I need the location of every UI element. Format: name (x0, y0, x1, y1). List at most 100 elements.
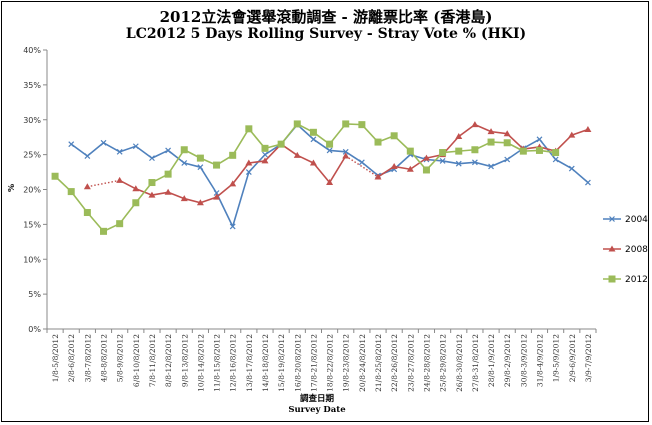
chart-axes (46, 50, 596, 330)
series-line-segment (345, 151, 363, 163)
y-tick-label: 35% (23, 81, 41, 90)
x-tick-label: 3/9-7/9/2012 (584, 334, 593, 383)
x-axis-label-en: Survey Date (288, 405, 346, 415)
data-point (245, 169, 252, 175)
data-point (487, 128, 495, 135)
marker-stroke (439, 157, 446, 164)
x-tick-label: 21/8-25/8/2012 (374, 334, 383, 392)
legend-item-2008: 2008 (603, 245, 648, 255)
x-tick-label: 19/8-23/8/2012 (342, 334, 351, 392)
marker-stroke (310, 136, 317, 143)
data-point (488, 163, 494, 170)
x-tick-label: 24/8-28/8/2012 (422, 334, 431, 392)
series-line-segment (248, 160, 266, 164)
data-point (116, 220, 124, 228)
data-point (229, 223, 236, 230)
data-point (196, 199, 204, 206)
data-point (229, 151, 237, 159)
series-line-segment (555, 158, 573, 170)
x-tick-label: 4/8-8/8/2012 (100, 334, 109, 383)
legend-label: 2012 (625, 275, 648, 285)
marker-stroke (568, 165, 575, 172)
series-line-segment (490, 130, 508, 135)
y-tick-label: 15% (23, 220, 41, 229)
legend-item-2012: 2012 (603, 275, 648, 285)
x-axis-ticks: 1/8-5/8/2012 2/8-6/8/2012 3/8-7/8/2012 4/8-… (46, 329, 597, 392)
y-tick-label: 30% (23, 116, 41, 125)
data-point (342, 120, 350, 128)
marker-stroke (100, 139, 107, 146)
data-point (326, 179, 334, 186)
x-tick-label: 22/8-26/8/2012 (390, 334, 399, 392)
x-tick-label: 14/8-18/8/2012 (261, 334, 270, 392)
series-gap-bridge (345, 155, 379, 178)
data-point (568, 131, 576, 138)
chart-subtitle: LC2012 5 Days Rolling Survey - Stray Vot… (125, 26, 527, 42)
y-tick-label: 0% (28, 325, 41, 334)
series-line-segment (442, 160, 459, 165)
data-point (374, 138, 382, 146)
series-line-segment (506, 133, 524, 150)
data-point (293, 120, 301, 128)
x-tick-label: 2/9-6/9/2012 (568, 334, 577, 383)
data-point (229, 180, 237, 187)
x-tick-label: 20/8-24/8/2012 (358, 334, 367, 392)
x-tick-label: 15/8-19/8/2012 (277, 334, 286, 392)
series-line-segment (167, 191, 185, 200)
marker-stroke (68, 141, 75, 148)
series-2004 (68, 121, 591, 230)
legend-label: 2004 (625, 215, 648, 225)
data-point (535, 146, 543, 154)
data-point (277, 140, 285, 148)
data-point (309, 159, 317, 166)
data-point (439, 157, 446, 164)
marker-stroke (165, 147, 172, 154)
x-tick-label: 1/9-5/9/2012 (552, 334, 561, 383)
legend-marker (608, 275, 616, 283)
data-point (406, 147, 414, 155)
series-line-segment (232, 128, 250, 156)
series-line-segment (231, 171, 250, 227)
x-tick-label: 11/8-15/8/2012 (213, 334, 222, 392)
x-tick-label: 18/8-22/8/2012 (326, 334, 335, 392)
data-point (116, 176, 124, 183)
data-point (422, 154, 430, 161)
x-tick-label: 13/8-17/8/2012 (245, 334, 254, 392)
series-line-segment (571, 167, 589, 184)
data-point (164, 170, 172, 178)
legend-marker (609, 216, 615, 222)
marker-stroke (213, 190, 220, 196)
x-tick-label: 10/8-14/8/2012 (196, 334, 205, 392)
data-point (51, 172, 59, 180)
series-line-segment (167, 149, 185, 175)
marker-stroke (585, 179, 591, 186)
marker-stroke (197, 164, 204, 171)
marker-stroke (536, 136, 543, 143)
x-tick-label: 8/8-12/8/2012 (164, 334, 173, 387)
series-line-segment (151, 149, 169, 159)
marker-stroke (342, 148, 349, 155)
data-point (390, 132, 398, 140)
data-point (310, 136, 317, 143)
x-tick-label: 12/8-16/8/2012 (229, 334, 238, 392)
series-line-segment (571, 128, 589, 136)
data-point (164, 188, 172, 195)
data-point (293, 151, 301, 158)
marker-stroke (262, 151, 268, 158)
data-point (213, 193, 221, 200)
data-point (552, 149, 560, 157)
series-line-segment (200, 196, 217, 204)
x-tick-label: 2/8-6/8/2012 (67, 334, 76, 383)
legend-marker (608, 245, 616, 252)
series-line-segment (474, 161, 492, 168)
data-point (503, 130, 511, 137)
y-tick-label: 40% (23, 46, 41, 55)
data-point (374, 173, 382, 180)
x-tick-label: 23/8-27/8/2012 (406, 334, 415, 392)
data-point (148, 179, 156, 187)
data-point (455, 147, 463, 155)
series-layer (51, 120, 592, 235)
marker-stroke (132, 143, 139, 150)
data-point (181, 160, 188, 166)
